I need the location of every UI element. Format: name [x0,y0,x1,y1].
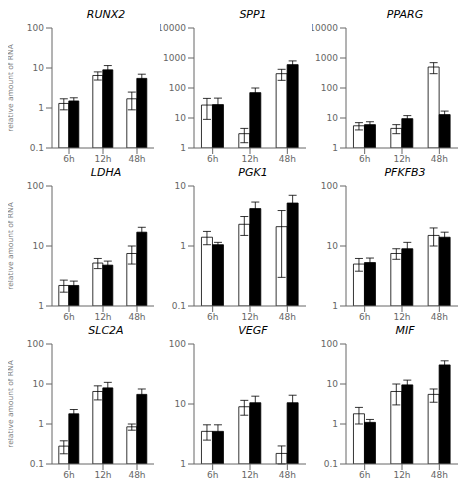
svg-text:0.1: 0.1 [30,459,44,469]
svg-text:100: 100 [321,339,338,349]
svg-text:6h: 6h [207,154,218,164]
svg-text:1000: 1000 [315,53,338,63]
svg-text:12h: 12h [241,470,258,480]
html-text:VEGF: VEGF [238,324,268,337]
svg-text:relative amount of RNA: relative amount of RNA [8,201,15,289]
svg-text:10: 10 [33,241,45,251]
svg-text:relative amount of RNA: relative amount of RNA [8,43,15,131]
svg-text:10: 10 [175,181,187,191]
svg-text:10: 10 [327,379,339,389]
svg-text:6h: 6h [63,312,74,322]
svg-text:12h: 12h [94,312,111,322]
svg-text:48h: 48h [431,312,448,322]
svg-text:1: 1 [38,301,44,311]
svg-text:100: 100 [27,181,44,191]
html-text:PGK1: PGK1 [238,166,268,179]
svg-text:100: 100 [321,83,338,93]
html-text:PFKFB3: PFKFB3 [384,166,426,179]
svg-text:100: 100 [321,181,338,191]
svg-text:100: 100 [27,339,44,349]
svg-text:48h: 48h [128,312,145,322]
svg-text:6h: 6h [63,470,74,480]
svg-text:1: 1 [332,419,338,429]
svg-text:1: 1 [332,143,338,153]
svg-text:10: 10 [33,63,45,73]
svg-text:100: 100 [169,339,186,349]
html-text:RUNX2: RUNX2 [86,8,126,21]
svg-text:48h: 48h [279,312,296,322]
svg-text:100: 100 [169,83,186,93]
svg-text:1: 1 [180,459,186,469]
svg-text:relative amount of RNA: relative amount of RNA [8,359,15,447]
svg-text:48h: 48h [128,154,145,164]
svg-text:12h: 12h [393,154,410,164]
svg-text:1: 1 [332,301,338,311]
svg-text:48h: 48h [128,470,145,480]
svg-text:10: 10 [327,241,339,251]
html-text:LDHA: LDHA [90,166,122,179]
svg-text:1: 1 [180,143,186,153]
svg-text:10: 10 [175,113,187,123]
svg-text:10000: 10000 [160,23,186,33]
html-text:MIF: MIF [395,324,415,337]
svg-text:1: 1 [38,419,44,429]
svg-text:6h: 6h [359,470,370,480]
svg-text:1000: 1000 [163,53,186,63]
svg-text:12h: 12h [241,154,258,164]
svg-text:48h: 48h [279,154,296,164]
svg-text:12h: 12h [94,470,111,480]
svg-text:10: 10 [175,399,187,409]
svg-text:6h: 6h [359,312,370,322]
svg-text:0.1: 0.1 [324,459,338,469]
svg-text:12h: 12h [393,470,410,480]
html-text:SLC2A: SLC2A [88,324,124,337]
svg-text:6h: 6h [207,312,218,322]
html-text:PPARG: PPARG [386,8,424,21]
svg-text:48h: 48h [431,470,448,480]
svg-text:12h: 12h [94,154,111,164]
html-text:SPP1: SPP1 [239,8,267,21]
svg-text:10: 10 [327,113,339,123]
svg-text:1: 1 [38,103,44,113]
svg-text:48h: 48h [279,470,296,480]
svg-text:0.1: 0.1 [30,143,44,153]
svg-text:6h: 6h [63,154,74,164]
svg-text:6h: 6h [207,470,218,480]
svg-text:0.1: 0.1 [172,301,186,311]
svg-text:10: 10 [33,379,45,389]
svg-text:48h: 48h [431,154,448,164]
svg-text:10000: 10000 [312,23,338,33]
svg-text:100: 100 [27,23,44,33]
svg-text:6h: 6h [359,154,370,164]
svg-text:12h: 12h [241,312,258,322]
svg-text:12h: 12h [393,312,410,322]
svg-text:1: 1 [180,241,186,251]
